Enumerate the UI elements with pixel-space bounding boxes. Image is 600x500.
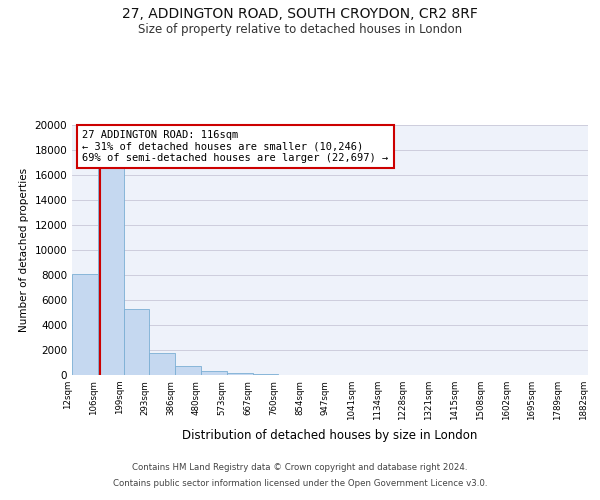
Text: 27, ADDINGTON ROAD, SOUTH CROYDON, CR2 8RF: 27, ADDINGTON ROAD, SOUTH CROYDON, CR2 8… [122, 8, 478, 22]
Text: Contains HM Land Registry data © Crown copyright and database right 2024.: Contains HM Land Registry data © Crown c… [132, 464, 468, 472]
Text: Contains public sector information licensed under the Open Government Licence v3: Contains public sector information licen… [113, 478, 487, 488]
Bar [98, 168, 124, 375]
Bar [175, 366, 201, 375]
Bar [72, 274, 98, 375]
Text: Size of property relative to detached houses in London: Size of property relative to detached ho… [138, 22, 462, 36]
Bar [149, 352, 175, 375]
Bar [253, 374, 278, 375]
Bar [124, 308, 149, 375]
Bar [227, 372, 253, 375]
Y-axis label: Number of detached properties: Number of detached properties [19, 168, 29, 332]
Bar [201, 371, 227, 375]
X-axis label: Distribution of detached houses by size in London: Distribution of detached houses by size … [182, 428, 478, 442]
Text: 27 ADDINGTON ROAD: 116sqm
← 31% of detached houses are smaller (10,246)
69% of s: 27 ADDINGTON ROAD: 116sqm ← 31% of detac… [82, 130, 389, 163]
